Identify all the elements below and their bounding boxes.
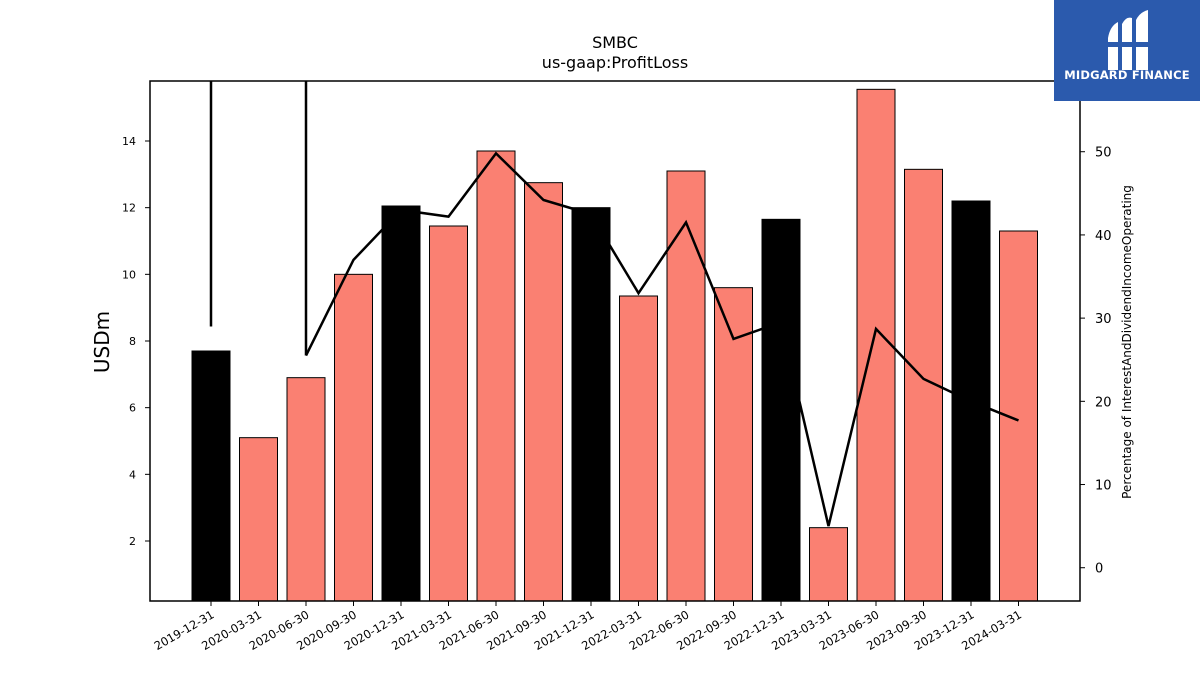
bar [476, 150, 516, 602]
y-tick-label: 4 [129, 468, 136, 481]
y2-axis-label: Percentage of InterestAndDividendIncomeO… [1120, 185, 1134, 499]
chart-subtitle: us-gaap:ProfitLoss [542, 53, 688, 72]
bar [856, 88, 896, 602]
bar [429, 225, 468, 602]
bar [524, 182, 563, 602]
plot-area: 2468101214010203040502019-12-312020-03-3… [122, 80, 1112, 653]
y2-tick-label: 20 [1095, 395, 1112, 410]
y-tick-label: 6 [129, 402, 136, 415]
y-axis-label: USDm [90, 311, 114, 373]
y2-tick-label: 10 [1095, 479, 1112, 494]
logo-mark-icon [1108, 10, 1148, 70]
y2-tick-label: 40 [1095, 229, 1112, 244]
y2-tick-label: 0 [1095, 562, 1103, 577]
bar [286, 377, 326, 602]
y-tick-label: 12 [122, 202, 136, 215]
bar [619, 295, 658, 602]
bar [191, 350, 231, 602]
y2-tick-label: 50 [1095, 146, 1112, 161]
y2-tick-label: 30 [1095, 312, 1112, 327]
y-tick-label: 14 [122, 135, 136, 148]
bar [666, 170, 706, 602]
bar [239, 437, 278, 602]
y-tick-label: 10 [122, 268, 136, 281]
chart-title: SMBC [592, 33, 638, 52]
y-tick-label: 8 [129, 335, 136, 348]
bar [381, 205, 421, 602]
bar [761, 218, 801, 602]
bar [334, 273, 373, 602]
series-line [304, 151, 1019, 527]
y-tick-label: 2 [129, 535, 136, 548]
bar [809, 527, 848, 602]
logo-text: MIDGARD FINANCE [1064, 68, 1190, 82]
bar [571, 207, 611, 602]
company-logo: MIDGARD FINANCE [1054, 0, 1200, 101]
